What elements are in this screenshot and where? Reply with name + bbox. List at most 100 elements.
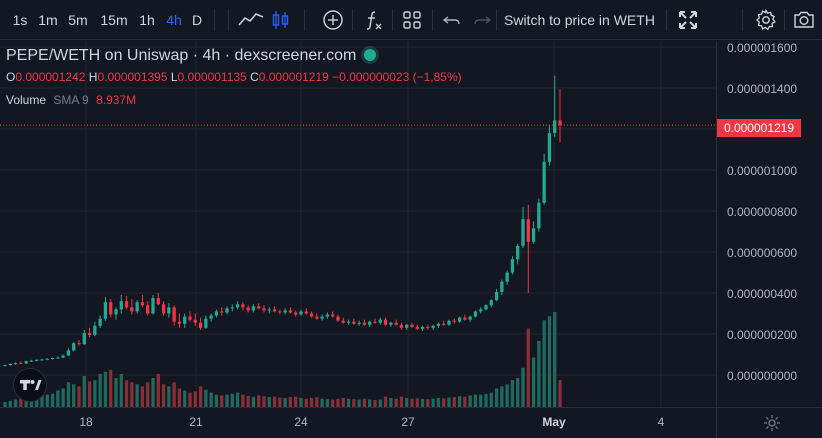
volume-bar [558, 380, 562, 407]
interval-15m[interactable]: 15m [100, 12, 128, 28]
chart-pane[interactable] [0, 41, 716, 407]
time-tick: 21 [189, 415, 203, 429]
candle-body [447, 320, 451, 325]
fullscreen-icon[interactable] [676, 8, 700, 32]
candle-body [510, 259, 515, 273]
candle-body [188, 316, 192, 320]
volume-bar [325, 399, 330, 407]
volume-bar [288, 397, 293, 407]
candle-body [72, 343, 76, 351]
volume-bar [267, 397, 271, 407]
volume-bar [61, 388, 65, 407]
volume-bar [188, 392, 192, 407]
candle-body [29, 360, 34, 362]
price-tick: 0.000000800 [727, 205, 798, 219]
time-axis[interactable]: 18 21 24 27 May 4 [0, 407, 716, 438]
volume-bar [151, 378, 155, 407]
market-status-dot [364, 49, 377, 61]
volume-bar [389, 397, 393, 407]
volume-bar [114, 378, 118, 407]
candle-body [431, 325, 435, 328]
volume-bar [135, 384, 139, 407]
axis-settings-icon[interactable] [762, 413, 782, 433]
add-indicator-icon[interactable] [321, 8, 345, 32]
switch-price-button[interactable]: Switch to price in WETH [504, 12, 655, 28]
candle-body [114, 309, 118, 315]
volume-bar [13, 399, 18, 407]
candle-body [368, 321, 372, 325]
candle-body [457, 317, 462, 322]
layout-grid-icon[interactable] [400, 8, 424, 32]
candles-icon[interactable] [269, 8, 293, 32]
volume-bar [368, 399, 372, 407]
candle-body [193, 319, 197, 323]
volume-bar [373, 399, 377, 407]
candle-body [341, 320, 345, 323]
candle-body [230, 307, 234, 309]
interval-d[interactable]: D [191, 12, 203, 28]
volume-bar [172, 382, 176, 407]
candle-body [45, 358, 49, 360]
time-tick: 27 [401, 415, 415, 429]
high-value: 0.000001395 [97, 70, 168, 84]
volume-bar [447, 397, 451, 407]
candle-body [82, 332, 86, 345]
grid-lines [0, 41, 716, 407]
volume-bar [463, 396, 467, 407]
low-key: L [170, 70, 178, 84]
candle-body [542, 161, 546, 203]
volume-bar [315, 397, 319, 407]
candle-body [146, 305, 150, 314]
candle-body [50, 357, 55, 359]
candle-body [463, 317, 467, 320]
candle-body [225, 308, 229, 313]
volume-bar [484, 393, 488, 407]
candle-body [489, 300, 493, 306]
time-tick: 24 [294, 415, 308, 429]
candle-body [130, 307, 134, 312]
volume-bar [109, 369, 113, 407]
toolbar: 1s 1m 5m 15m 1h 4h D [0, 0, 822, 40]
volume-bar [204, 389, 208, 407]
tradingview-logo[interactable] [13, 368, 47, 402]
camera-icon[interactable] [792, 8, 816, 32]
volume-bar [436, 397, 441, 407]
volume-bar [225, 394, 229, 407]
candle-body [547, 133, 552, 162]
volume-bar [336, 398, 340, 407]
volume-bar [516, 378, 520, 407]
volume-bar [505, 384, 509, 407]
candle-body [436, 323, 441, 326]
candle-body [135, 302, 139, 312]
volume-bar [553, 312, 557, 407]
candle-body [537, 202, 541, 229]
interval-5m[interactable]: 5m [68, 12, 88, 28]
undo-icon[interactable] [440, 8, 464, 32]
price-axis[interactable]: 0.000001600 0.000001400 0.000001000 0.00… [716, 41, 822, 407]
redo-icon[interactable] [470, 8, 494, 32]
volume-bar [542, 320, 546, 407]
candle-body [103, 302, 108, 319]
candlestick-chart[interactable] [0, 41, 716, 407]
volume-bar [346, 398, 351, 407]
price-tick: 0.000000400 [727, 287, 798, 301]
volume-bar [119, 373, 123, 407]
settings-gear-icon[interactable] [754, 8, 778, 32]
volume-bar [468, 395, 472, 407]
candle-body [426, 326, 430, 328]
interval-1s[interactable]: 1s [12, 12, 28, 28]
candle-body [257, 306, 261, 309]
volume-bar [399, 396, 404, 407]
function-icon[interactable] [362, 8, 386, 32]
volume-bar [19, 398, 23, 407]
candle-body [389, 322, 393, 325]
interval-1m[interactable]: 1m [38, 12, 58, 28]
interval-4h[interactable]: 4h [166, 12, 182, 28]
candles [3, 75, 562, 367]
candle-body [56, 357, 60, 359]
line-chart-icon[interactable] [237, 8, 265, 32]
candle-body [235, 304, 240, 308]
candle-body [19, 363, 23, 365]
interval-1h[interactable]: 1h [139, 12, 155, 28]
time-tick: 18 [79, 415, 93, 429]
